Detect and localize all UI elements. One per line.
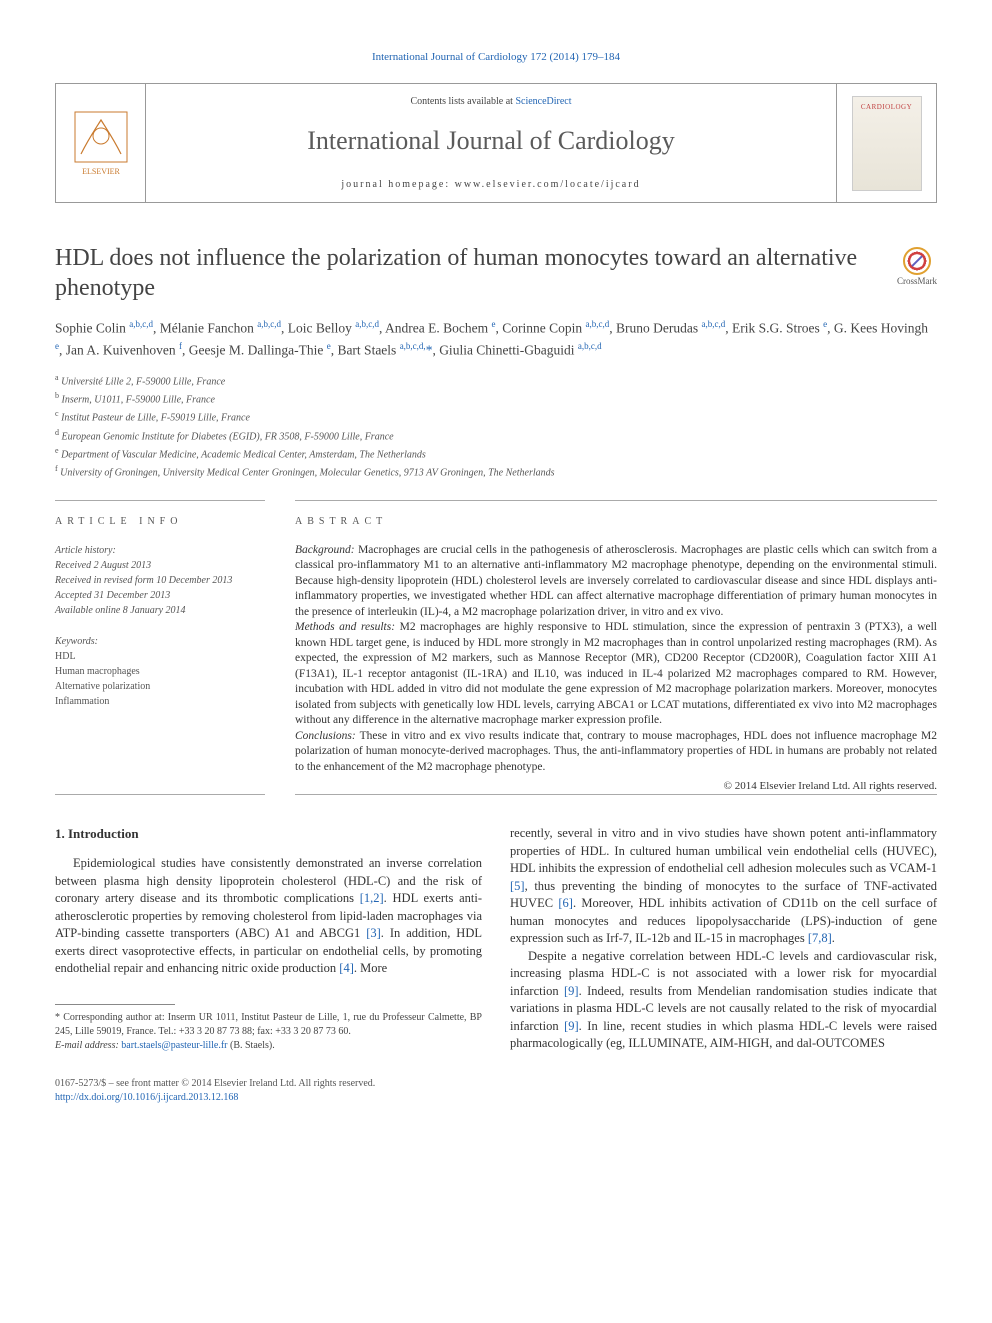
- footer-issn: 0167-5273/$ – see front matter © 2014 El…: [55, 1077, 937, 1091]
- corresponding-author-footnote: * Corresponding author at: Inserm UR 101…: [55, 1011, 482, 1053]
- ref-link-4[interactable]: [4]: [339, 961, 354, 975]
- ref-link-9b[interactable]: [9]: [564, 1019, 579, 1033]
- body-column-left: 1. Introduction Epidemiological studies …: [55, 825, 482, 1053]
- abstract-copyright: © 2014 Elsevier Ireland Ltd. All rights …: [295, 779, 937, 794]
- ref-link-3[interactable]: [3]: [366, 926, 381, 940]
- elsevier-logo-icon: ELSEVIER: [71, 108, 131, 178]
- journal-cover-thumb-icon: CARDIOLOGY: [852, 96, 922, 191]
- contents-available: Contents lists available at ScienceDirec…: [410, 95, 571, 109]
- ref-link-5[interactable]: [5]: [510, 879, 525, 893]
- ref-link-7-8[interactable]: [7,8]: [808, 931, 832, 945]
- journal-title: International Journal of Cardiology: [307, 123, 675, 159]
- ref-link-1-2[interactable]: [1,2]: [360, 891, 384, 905]
- crossmark-badge[interactable]: CrossMark: [897, 243, 937, 288]
- page-footer: 0167-5273/$ – see front matter © 2014 El…: [55, 1077, 937, 1105]
- email-link[interactable]: bart.staels@pasteur-lille.fr: [121, 1040, 227, 1051]
- abstract-column: abstract Background: Macrophages are cru…: [295, 500, 937, 795]
- intro-paragraph-1: Epidemiological studies have consistentl…: [55, 855, 482, 978]
- ref-link-9a[interactable]: [9]: [564, 984, 579, 998]
- journal-header: ELSEVIER Contents lists available at Sci…: [55, 83, 937, 203]
- journal-citation-link[interactable]: International Journal of Cardiology 172 …: [55, 50, 937, 65]
- publisher-logo-cell: ELSEVIER: [56, 84, 146, 202]
- article-info-column: article info Article history: Received 2…: [55, 500, 265, 795]
- journal-homepage: journal homepage: www.elsevier.com/locat…: [341, 178, 640, 192]
- intro-paragraph-3: Despite a negative correlation between H…: [510, 948, 937, 1053]
- author-list: Sophie Colin a,b,c,d, Mélanie Fanchon a,…: [55, 317, 937, 361]
- footer-doi-link[interactable]: http://dx.doi.org/10.1016/j.ijcard.2013.…: [55, 1091, 937, 1105]
- crossmark-icon: [903, 247, 931, 275]
- body-column-right: recently, several in vitro and in vivo s…: [510, 825, 937, 1053]
- homepage-url-link[interactable]: www.elsevier.com/locate/ijcard: [455, 179, 641, 190]
- intro-paragraph-2: recently, several in vitro and in vivo s…: [510, 825, 937, 948]
- article-info-heading: article info: [55, 515, 265, 529]
- keywords-block: Keywords: HDLHuman macrophagesAlternativ…: [55, 634, 265, 709]
- footnote-divider: [55, 1004, 175, 1005]
- article-title: HDL does not influence the polarization …: [55, 243, 885, 303]
- abstract-heading: abstract: [295, 515, 937, 529]
- article-history: Article history: Received 2 August 2013 …: [55, 543, 265, 618]
- cover-label: CARDIOLOGY: [853, 103, 921, 113]
- ref-link-6[interactable]: [6]: [558, 896, 573, 910]
- svg-text:ELSEVIER: ELSEVIER: [82, 167, 120, 176]
- affiliations-list: a Université Lille 2, F-59000 Lille, Fra…: [55, 372, 937, 482]
- sciencedirect-link[interactable]: ScienceDirect: [515, 96, 571, 107]
- abstract-text: Background: Macrophages are crucial cell…: [295, 543, 937, 795]
- introduction-heading: 1. Introduction: [55, 825, 482, 843]
- journal-cover-cell: CARDIOLOGY: [836, 84, 936, 202]
- crossmark-label: CrossMark: [897, 275, 937, 288]
